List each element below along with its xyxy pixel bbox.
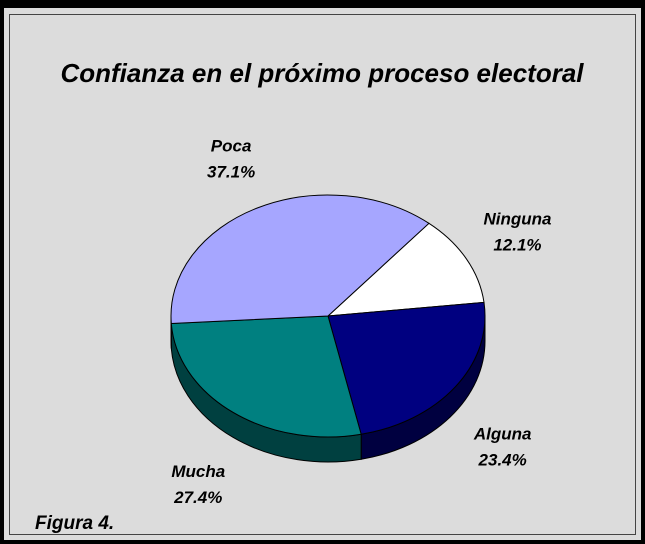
value-label: 12.1% [493, 236, 541, 255]
slice-label: Poca [211, 136, 252, 155]
inner-border [9, 14, 636, 535]
value-label: 37.1% [207, 162, 255, 181]
chart-title: Confianza en el próximo proceso electora… [60, 58, 584, 88]
slice [326, 222, 485, 317]
value-label: 23.4% [478, 451, 527, 470]
slice [170, 194, 430, 325]
slice [170, 315, 362, 438]
slice [327, 301, 486, 435]
slice-label: Alguna [473, 425, 532, 444]
slice-label: Ninguna [483, 210, 551, 229]
value-label: 27.4% [173, 488, 222, 507]
slice-label: Mucha [171, 462, 225, 481]
caption: Figura 4. [35, 513, 114, 534]
